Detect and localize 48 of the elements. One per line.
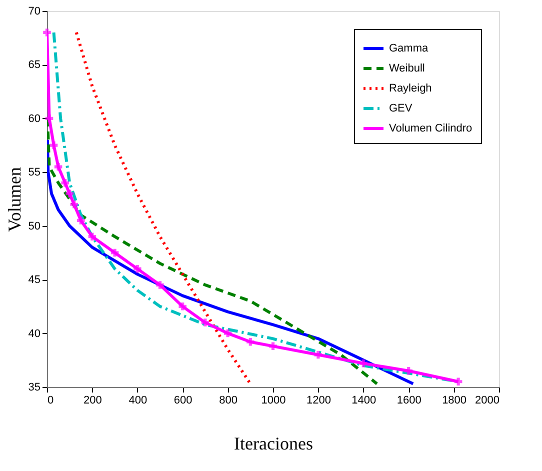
point <box>70 200 78 208</box>
point <box>88 232 96 240</box>
y-tick-label: 65 <box>28 59 40 72</box>
point <box>77 216 85 224</box>
x-axis-title: Iteraciones <box>234 434 313 454</box>
legend-label: Weibull <box>389 62 425 74</box>
x-tick-label: 0 <box>48 394 54 406</box>
x-tick-label: 2000 <box>475 394 500 406</box>
point <box>314 350 322 359</box>
x-tick-label: 800 <box>219 394 238 406</box>
x-tick-label: 1600 <box>396 394 422 406</box>
point <box>404 367 412 375</box>
y-axis-title: Volumen <box>4 167 24 232</box>
point <box>45 114 54 122</box>
point <box>246 338 254 346</box>
x-tick-label: 1000 <box>261 394 286 406</box>
point <box>50 141 58 150</box>
point <box>224 329 232 338</box>
point <box>54 162 62 171</box>
y-tick-label: 40 <box>28 328 40 340</box>
y-tick-label: 45 <box>28 274 40 286</box>
point <box>66 190 74 198</box>
point <box>454 378 462 386</box>
y-tick-label: 70 <box>28 6 40 18</box>
legend-label: GEV <box>389 102 413 114</box>
point <box>360 359 368 368</box>
x-tick-label: 1400 <box>352 394 376 406</box>
x-tick-label: 200 <box>84 394 102 406</box>
point <box>178 302 186 310</box>
x-tick-label: 1800 <box>442 394 467 406</box>
point <box>156 281 164 289</box>
point <box>110 248 119 257</box>
legend-label: Rayleigh <box>389 82 432 94</box>
point <box>201 318 210 326</box>
y-tick-label: 55 <box>28 166 40 179</box>
legend-label: Volumen Cilindro <box>389 122 472 134</box>
y-tick-label: 35 <box>28 382 40 394</box>
y-tick-label: 60 <box>28 112 40 125</box>
point <box>43 28 51 36</box>
x-tick-label: 1200 <box>306 394 331 406</box>
y-tick-label: 50 <box>28 220 40 232</box>
point <box>61 179 69 187</box>
x-tick-label: 600 <box>174 394 192 406</box>
x-tick-label: 400 <box>128 394 148 406</box>
point <box>269 342 277 350</box>
line-series <box>74 30 252 386</box>
legend-label: Gamma <box>389 42 429 54</box>
point <box>134 264 142 273</box>
